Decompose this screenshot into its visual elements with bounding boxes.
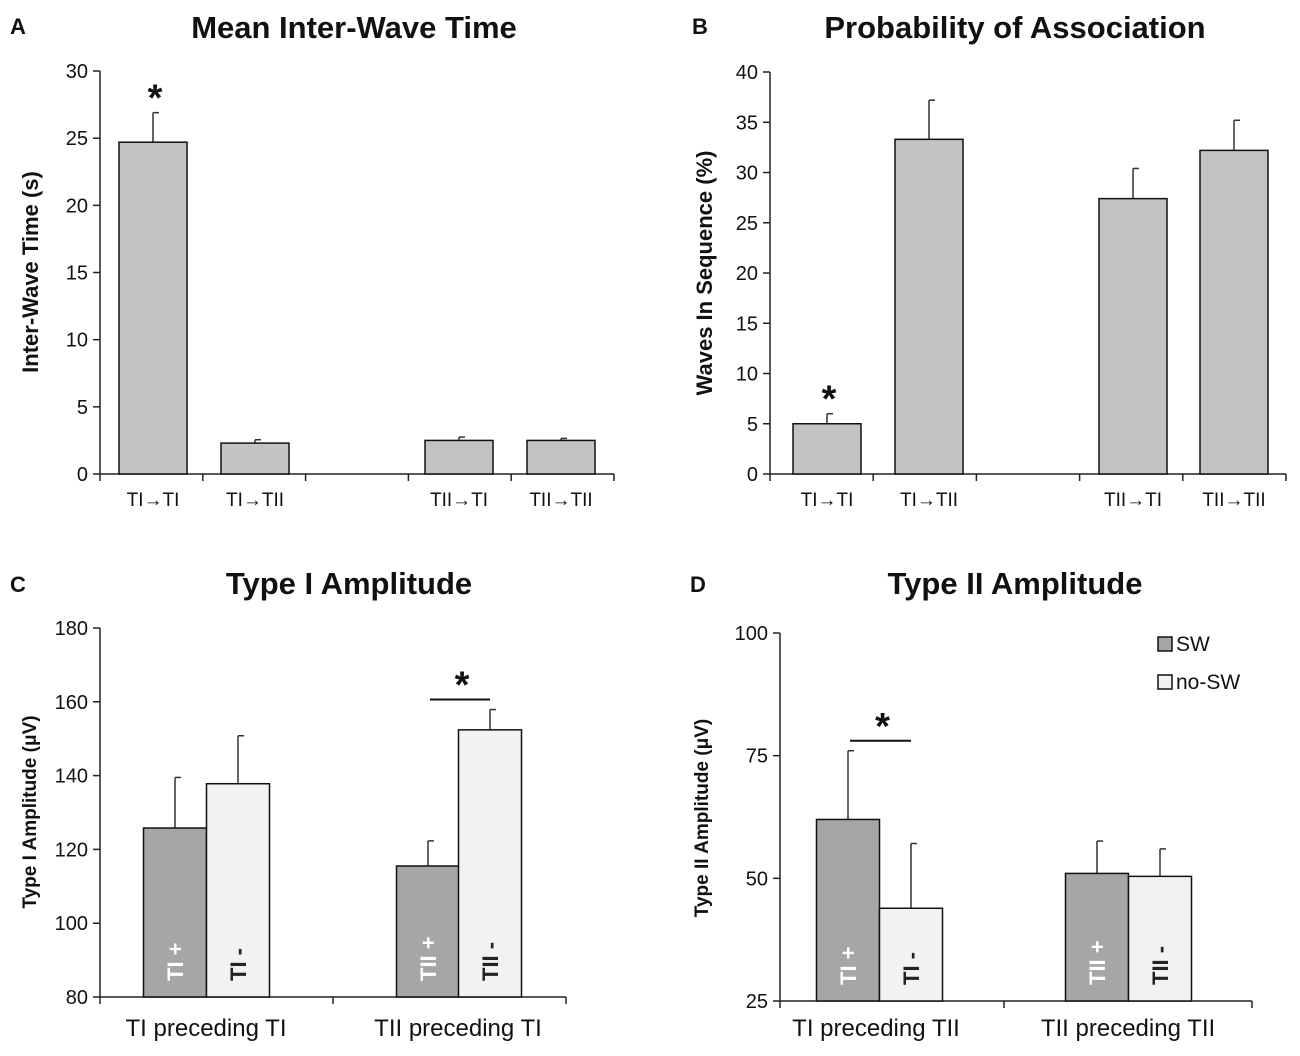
chart-title: Type II Amplitude [888, 566, 1143, 601]
x-tick-label: TII→TII [529, 490, 592, 511]
bar-label: TII + [1085, 940, 1110, 985]
significance-star: * [148, 78, 163, 120]
panel-c: C Type I Amplitude Type I Amplitude (μV) 80… [10, 566, 567, 1042]
bar [1098, 197, 1168, 475]
significance-star: * [822, 379, 837, 421]
y-axis-label: Waves In Sequence (%) [692, 151, 717, 396]
chart-title: Mean Inter-Wave Time [191, 10, 517, 45]
panel-label: D [690, 572, 706, 597]
y-tick-label: 15 [66, 263, 88, 285]
x-tick-label: TII→TI [1104, 490, 1162, 511]
y-tick-label: 10 [736, 364, 758, 386]
y-tick-label: 160 [55, 692, 88, 714]
y-tick-label: 30 [736, 163, 758, 185]
chart-title: Type I Amplitude [226, 566, 472, 601]
panel-a: A Mean Inter-Wave Time Inter-Wave Time (s)… [10, 10, 615, 511]
y-tick-label: 30 [66, 61, 88, 83]
panel-label: A [10, 14, 26, 39]
y-axis-label: Type I Amplitude (μV) [20, 715, 41, 908]
bar [878, 907, 944, 1002]
bar [894, 138, 964, 475]
legend-swatch [1157, 636, 1173, 652]
y-tick-label: 35 [736, 112, 758, 134]
y-axis-label: Inter-Wave Time (s) [18, 171, 43, 373]
y-tick-label: 25 [736, 213, 758, 235]
y-tick-label: 100 [735, 623, 768, 645]
x-tick-label: TII→TI [430, 490, 488, 511]
bar [815, 818, 881, 1002]
x-tick-label: TI→TII [226, 490, 284, 511]
bar [424, 439, 494, 475]
panel-label: C [10, 572, 26, 597]
bar-label: TII - [478, 942, 503, 981]
bar [792, 423, 862, 475]
y-tick-label: 50 [746, 868, 768, 890]
bar [395, 865, 461, 998]
bar [220, 442, 290, 475]
y-tick-label: 100 [55, 913, 88, 935]
significance-star: * [875, 706, 890, 748]
y-tick-label: 120 [55, 839, 88, 861]
x-tick-label: TII preceding TI [374, 1015, 542, 1042]
y-tick-label: 10 [66, 330, 88, 352]
significance-star: * [455, 665, 470, 707]
y-axis-label: Type II Amplitude (μV) [692, 719, 713, 917]
bar-label: TII - [1148, 946, 1173, 985]
y-tick-label: 15 [736, 313, 758, 335]
y-tick-label: 5 [747, 414, 758, 436]
panel-d: D Type II Amplitude Type II Amplitude (μV)… [690, 566, 1253, 1042]
y-tick-label: 40 [736, 62, 758, 84]
bar-label: TI + [163, 942, 188, 981]
legend: SW no-SW [1157, 633, 1240, 694]
y-tick-label: 25 [746, 991, 768, 1013]
bar [1199, 149, 1269, 475]
bar-label: TI - [899, 952, 924, 985]
bar-label: TI - [226, 948, 251, 981]
x-tick-label: TI preceding TII [792, 1015, 960, 1042]
bar [142, 827, 208, 998]
x-tick-label: TII→TII [1202, 490, 1265, 511]
y-tick-label: 25 [66, 128, 88, 150]
bar [457, 729, 523, 998]
panel-label: B [692, 14, 708, 39]
y-tick-label: 75 [746, 746, 768, 768]
y-tick-label: 0 [77, 464, 88, 486]
legend-swatch [1157, 674, 1173, 690]
x-tick-label: TI→TI [127, 490, 180, 511]
bar-label: TI + [836, 946, 861, 985]
legend-label: SW [1176, 633, 1210, 656]
bar [1127, 875, 1193, 1002]
y-tick-label: 140 [55, 766, 88, 788]
bar-label: TII + [416, 936, 441, 981]
chart-title: Probability of Association [824, 10, 1205, 45]
bar [526, 439, 596, 475]
y-tick-label: 180 [55, 618, 88, 640]
x-tick-label: TI preceding TI [126, 1015, 287, 1042]
panel-b: B Probability of Association Waves In Sequ… [692, 10, 1287, 511]
y-tick-label: 80 [66, 987, 88, 1009]
x-tick-label: TI→TII [900, 490, 958, 511]
x-tick-label: TII preceding TII [1041, 1015, 1215, 1042]
legend-label: no-SW [1176, 671, 1240, 694]
y-tick-label: 5 [77, 397, 88, 419]
y-tick-label: 0 [747, 464, 758, 486]
bar [118, 141, 188, 475]
bar [205, 782, 271, 998]
y-tick-label: 20 [736, 263, 758, 285]
y-tick-label: 20 [66, 195, 88, 217]
x-tick-label: TI→TI [801, 490, 854, 511]
